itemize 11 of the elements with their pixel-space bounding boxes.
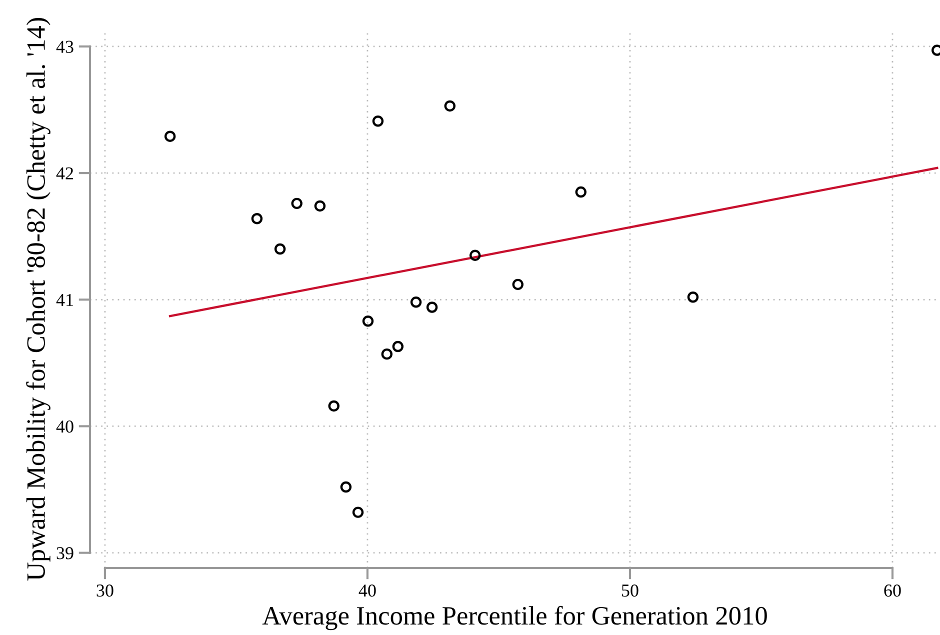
x-tick-label: 30 [96, 584, 114, 597]
x-tick-label: 60 [884, 584, 901, 597]
x-tick-label: 40 [358, 584, 376, 597]
y-tick-label: 42 [56, 167, 74, 180]
y-tick-label: 43 [56, 40, 74, 53]
y-tick-label: 40 [56, 420, 74, 433]
x-tick-label: 50 [622, 584, 638, 597]
y-tick-label: 41 [56, 294, 73, 306]
y-tick-label: 39 [56, 547, 74, 560]
y-axis-title: Upward Mobility for Cohort '80-82 (Chetty et al. '14) [26, 18, 50, 581]
x-axis-title: Average Income Percentile for Generation 2010 [262, 606, 767, 630]
